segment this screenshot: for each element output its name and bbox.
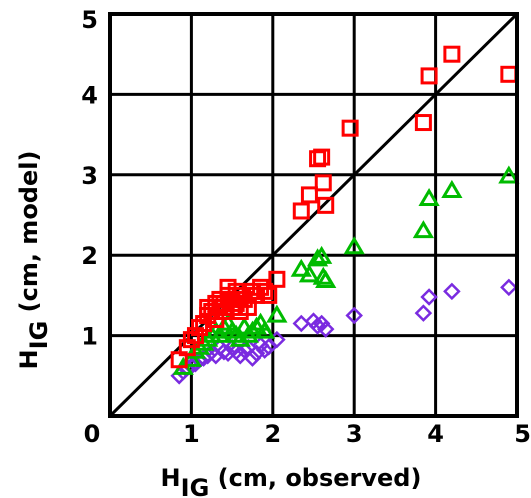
square-marker <box>500 65 518 83</box>
square-marker <box>300 186 318 204</box>
square-marker <box>313 148 331 166</box>
triangle-marker <box>412 220 435 239</box>
plot-frame <box>108 12 519 418</box>
square-marker <box>414 114 432 132</box>
square-marker <box>309 150 327 168</box>
diamond-marker <box>345 306 363 325</box>
triangle-marker <box>254 320 276 339</box>
triangle-marker <box>343 236 365 255</box>
square-marker <box>317 196 335 214</box>
diamond-marker <box>215 342 233 361</box>
y-tick-label: 1 <box>81 323 98 351</box>
triangle-marker <box>311 245 333 264</box>
triangle-marker <box>266 304 288 323</box>
one-to-one-line <box>108 12 519 418</box>
x-axis-label-sub: IG <box>181 474 210 498</box>
x-axis-label: HIG (cm, observed) <box>161 464 422 498</box>
series-triangle <box>172 165 520 375</box>
y-tick-label: 5 <box>81 6 98 34</box>
triangle-marker <box>418 187 440 207</box>
y-axis-label-rest: (cm, model) <box>15 151 43 321</box>
x-tick-label: 0 <box>84 420 101 448</box>
diamond-marker <box>255 341 274 359</box>
x-tick-label: 5 <box>514 420 531 448</box>
diamond-marker <box>308 317 327 335</box>
x-tick-label: 1 <box>183 420 200 448</box>
diamond-marker <box>414 304 433 322</box>
diamond-marker <box>316 320 335 338</box>
diagonal-line <box>108 12 519 418</box>
x-tick-label: 2 <box>264 420 281 448</box>
diamond-marker <box>235 341 254 359</box>
square-marker <box>260 286 278 304</box>
square-marker <box>314 174 332 192</box>
square-marker <box>443 45 461 63</box>
x-tick-label: 3 <box>346 420 363 448</box>
x-tick-labels: 0 1 2 3 4 5 <box>84 420 531 448</box>
square-marker <box>256 282 274 300</box>
diamond-marker <box>443 282 461 301</box>
diamond-marker <box>243 349 262 367</box>
diamond-marker <box>231 346 250 365</box>
diamond-marker <box>500 278 518 297</box>
y-axis-label-main: H <box>15 349 43 369</box>
triangle-marker <box>498 165 520 184</box>
triangle-marker <box>441 179 463 198</box>
triangle-marker <box>290 258 312 277</box>
square-marker <box>268 270 286 288</box>
diamond-marker <box>292 314 311 333</box>
x-axis-label-rest: (cm, observed) <box>209 464 421 492</box>
y-tick-labels: 1 2 3 4 5 <box>81 6 98 351</box>
y-tick-label: 2 <box>81 242 98 270</box>
square-marker <box>420 67 438 85</box>
y-tick-label: 3 <box>81 162 98 190</box>
data-markers <box>170 45 520 385</box>
diamond-marker <box>219 344 237 363</box>
y-axis-label: HIG (cm, model) <box>15 151 53 370</box>
series-square <box>170 45 518 369</box>
y-axis-label-sub: IG <box>25 321 53 350</box>
triangle-marker <box>298 264 321 283</box>
x-tick-label: 4 <box>427 420 444 448</box>
y-tick-label: 4 <box>81 81 98 109</box>
triangle-marker <box>315 269 337 289</box>
x-axis-label-main: H <box>161 464 181 492</box>
square-marker <box>292 202 310 220</box>
triangle-marker <box>306 248 329 267</box>
diamond-marker <box>420 288 438 306</box>
square-marker <box>341 119 359 137</box>
